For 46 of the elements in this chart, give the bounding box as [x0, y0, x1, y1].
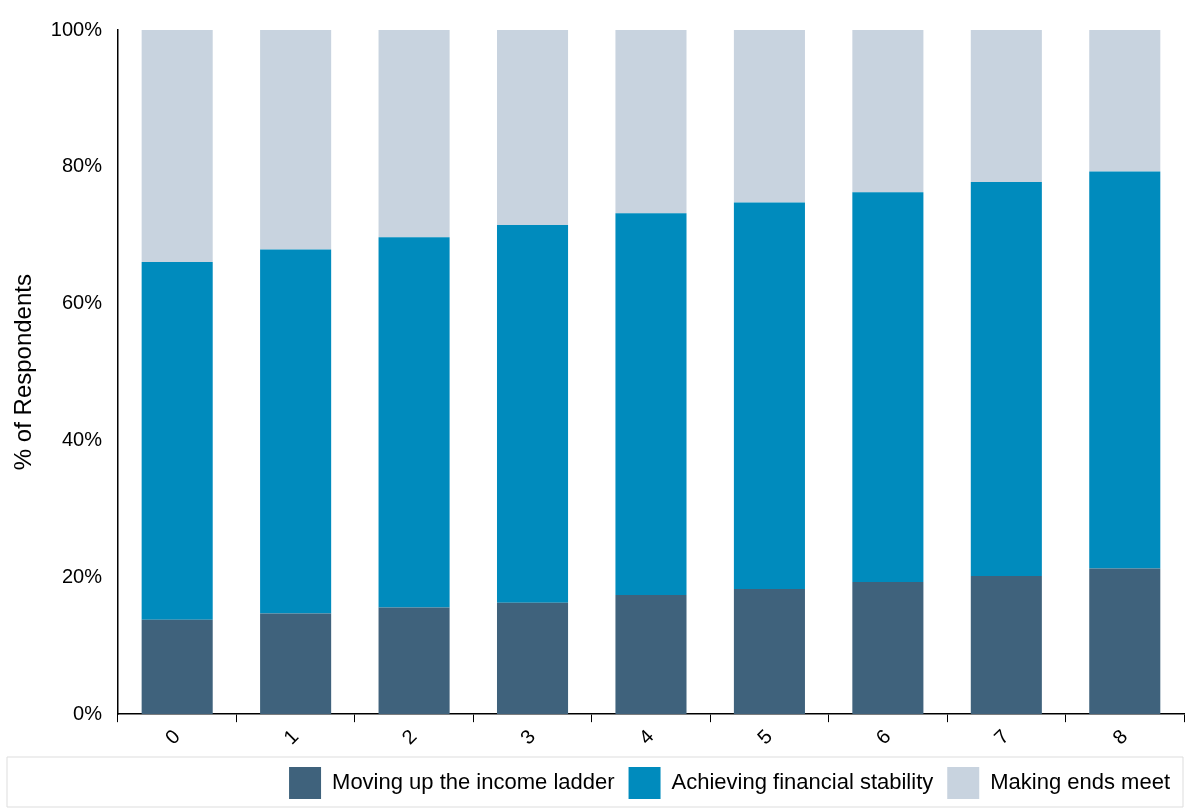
- x-tick-label: 0: [160, 724, 184, 749]
- x-tick-label: 2: [397, 724, 421, 749]
- bar: [260, 30, 332, 250]
- bar: [852, 192, 924, 583]
- y-tick-label: 80%: [61, 154, 103, 177]
- legend-label: Making ends meet: [990, 769, 1171, 795]
- legend-label: Achieving financial stability: [671, 769, 934, 795]
- bar: [260, 613, 332, 715]
- bar: [378, 237, 450, 608]
- bar: [615, 595, 687, 715]
- y-tick-label: 20%: [61, 564, 103, 587]
- x-tick-label: 3: [515, 724, 540, 749]
- y-axis-title: % of Respondents: [9, 274, 37, 471]
- bar: [260, 249, 332, 614]
- y-tick-label: 40%: [61, 428, 103, 451]
- bar: [970, 181, 1042, 576]
- bar: [970, 575, 1042, 715]
- bar: [378, 30, 450, 238]
- bar: [141, 619, 213, 715]
- legend-label: Moving up the income ladder: [332, 769, 615, 795]
- x-tick-label: 5: [752, 724, 777, 749]
- x-tick-label: 8: [1108, 724, 1132, 749]
- bar: [615, 30, 687, 214]
- bar: [733, 588, 805, 715]
- bar: [496, 30, 569, 225]
- x-tick-label: 6: [871, 724, 895, 749]
- bar: [378, 607, 450, 715]
- bar: [496, 602, 569, 715]
- x-tick-label: 1: [278, 724, 303, 749]
- y-tick-label: 60%: [61, 291, 103, 314]
- x-tick-label: 4: [634, 724, 658, 749]
- bar: [852, 30, 924, 193]
- bar: [141, 261, 213, 620]
- bar: [615, 213, 687, 596]
- bar: [733, 202, 805, 589]
- x-tick-label: 7: [989, 724, 1014, 749]
- bar: [733, 30, 805, 203]
- bar: [852, 582, 924, 715]
- bar: [1089, 171, 1161, 569]
- bar: [970, 30, 1042, 182]
- bar: [496, 224, 569, 603]
- y-tick-label: 0%: [73, 701, 103, 724]
- y-tick-label: 100%: [50, 17, 103, 40]
- bar: [1089, 30, 1161, 172]
- bar: [141, 30, 213, 262]
- bar: [1089, 568, 1161, 715]
